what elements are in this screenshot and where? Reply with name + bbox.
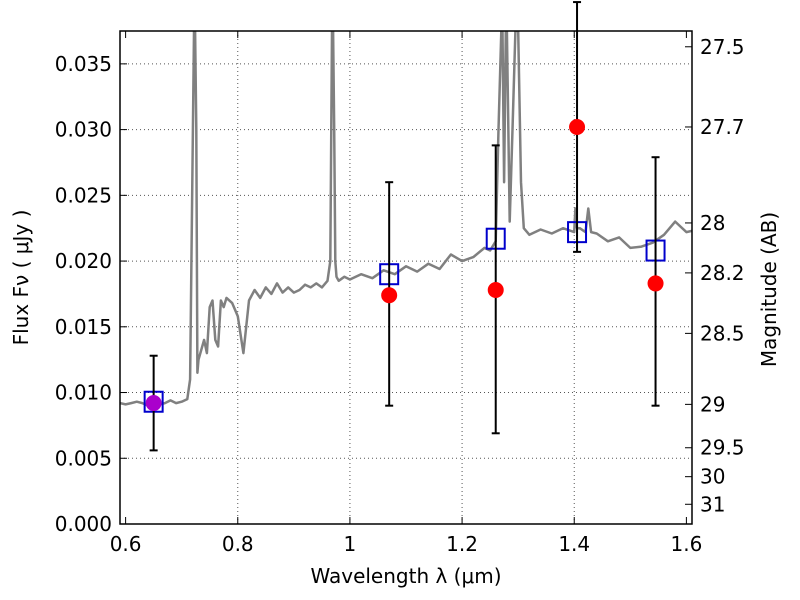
right-tick-label: 29.5 bbox=[700, 436, 745, 460]
x-axis-title: Wavelength λ (μm) bbox=[310, 564, 501, 588]
axis-ticks: 0.6 0.8 1 1.2 1.4 1.6 0.000 0.005 0.010 0.015 0.02… bbox=[55, 1, 745, 556]
right-tick-label: 31 bbox=[700, 492, 725, 516]
right-tick-label: 28 bbox=[700, 211, 725, 235]
plot-frame bbox=[119, 30, 693, 525]
right-tick-label: 30 bbox=[700, 465, 725, 489]
y-tick-label: 0.030 bbox=[55, 118, 112, 142]
grid bbox=[120, 31, 692, 524]
observed-point bbox=[487, 281, 504, 298]
y-axis-title: Flux Fν ( μJy ) bbox=[9, 210, 33, 346]
x-tick-label: 1.4 bbox=[558, 532, 590, 556]
plot-area bbox=[120, 31, 692, 413]
right-tick-label: 29 bbox=[700, 392, 725, 416]
spectrum-line bbox=[120, 31, 692, 407]
x-tick-label: 1.6 bbox=[670, 532, 702, 556]
observed-point bbox=[647, 275, 664, 292]
y-tick-label: 0.035 bbox=[55, 52, 112, 76]
y-tick-label: 0.010 bbox=[55, 381, 112, 405]
right-tick-label: 27.7 bbox=[700, 115, 745, 139]
x-tick-label: 1.2 bbox=[446, 532, 478, 556]
observed-point bbox=[569, 118, 586, 135]
y-tick-label: 0.000 bbox=[55, 512, 112, 536]
observed-point bbox=[145, 395, 162, 412]
x-tick-label: 0.8 bbox=[222, 532, 254, 556]
y-tick-label: 0.025 bbox=[55, 183, 112, 207]
right-axis-title: Magnitude (AB) bbox=[757, 212, 781, 367]
x-tick-label: 0.6 bbox=[110, 532, 142, 556]
right-tick-label: 27.5 bbox=[700, 35, 745, 59]
y-tick-label: 0.020 bbox=[55, 249, 112, 273]
observed-point bbox=[381, 287, 398, 304]
y-tick-label: 0.015 bbox=[55, 315, 112, 339]
right-tick-label: 28.5 bbox=[700, 321, 745, 345]
right-tick-label: 28.2 bbox=[700, 261, 745, 285]
y-tick-label: 0.005 bbox=[55, 446, 112, 470]
x-tick-label: 1 bbox=[344, 532, 357, 556]
